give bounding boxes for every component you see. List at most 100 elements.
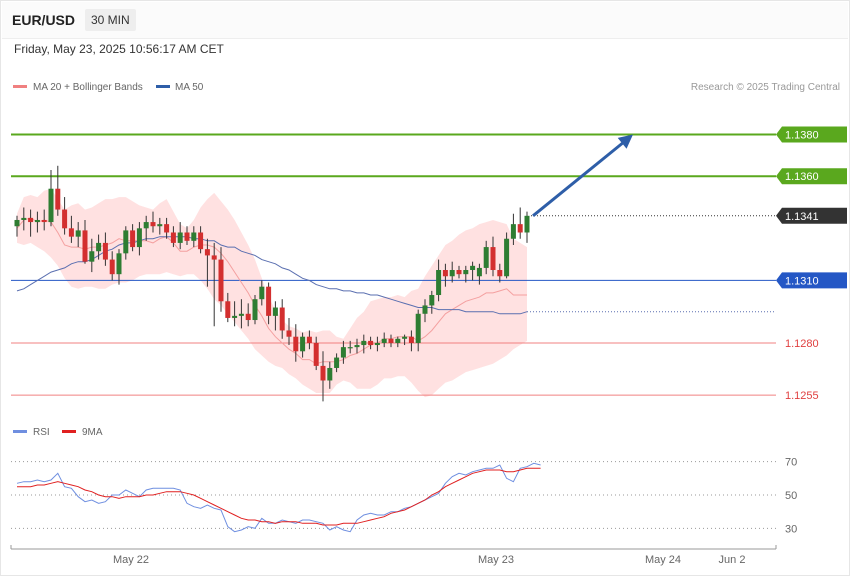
bear-candle bbox=[62, 209, 68, 229]
bull-candle bbox=[232, 315, 238, 318]
rsi-tick-label: 30 bbox=[785, 523, 797, 535]
bear-candle bbox=[408, 336, 414, 343]
x-tick-label: Jun 2 bbox=[719, 554, 746, 566]
ma20-legend-label: MA 20 + Bollinger Bands bbox=[33, 82, 143, 93]
bull-candle bbox=[89, 251, 95, 262]
bear-candle bbox=[306, 336, 312, 343]
x-tick-label: May 24 bbox=[645, 554, 681, 566]
rsi-legend-swatch bbox=[13, 430, 27, 433]
bear-candle bbox=[517, 224, 523, 233]
bear-candle bbox=[211, 255, 217, 260]
bull-candle bbox=[48, 188, 54, 223]
forecast-arrow-head bbox=[617, 134, 633, 149]
ma20-legend-swatch bbox=[13, 85, 27, 88]
current-label: 1.1341 bbox=[785, 211, 819, 223]
research-credit: Research © 2025 Trading Central bbox=[691, 82, 840, 93]
bear-candle bbox=[456, 270, 462, 275]
bear-candle bbox=[388, 338, 394, 343]
timestamp: Friday, May 23, 2025 10:56:17 AM CET bbox=[14, 42, 224, 56]
bear-candle bbox=[55, 188, 61, 210]
bull-candle bbox=[96, 242, 102, 252]
bull-candle bbox=[510, 224, 516, 239]
bear-candle bbox=[28, 217, 34, 223]
bull-candle bbox=[395, 338, 401, 343]
bull-candle bbox=[116, 253, 122, 275]
bull-candle bbox=[504, 238, 510, 277]
bull-candle bbox=[402, 336, 408, 339]
bull-candle bbox=[361, 340, 367, 346]
resistance-label-tag bbox=[776, 168, 847, 185]
bull-candle bbox=[470, 265, 476, 271]
bull-candle bbox=[415, 313, 421, 343]
rsi-ma-legend-swatch bbox=[62, 430, 76, 433]
bear-candle bbox=[490, 247, 496, 271]
bear-candle bbox=[102, 242, 108, 260]
rsi-legend-label: RSI bbox=[33, 427, 50, 438]
bull-candle bbox=[463, 270, 469, 275]
resistance-label: 1.1380 bbox=[785, 130, 819, 142]
x-tick-label: May 22 bbox=[113, 554, 149, 566]
bull-candle bbox=[252, 299, 258, 321]
bear-candle bbox=[164, 224, 170, 233]
bear-candle bbox=[204, 249, 210, 256]
bull-candle bbox=[381, 338, 387, 343]
bear-candle bbox=[170, 232, 176, 243]
rsi-ma-legend-label: 9MA bbox=[82, 427, 103, 438]
bear-candle bbox=[320, 365, 326, 381]
bull-candle bbox=[334, 357, 340, 368]
support-label: 1.1255 bbox=[785, 390, 819, 402]
ma50-legend-swatch bbox=[156, 85, 170, 88]
bear-candle bbox=[279, 307, 285, 331]
bull-candle bbox=[483, 247, 489, 268]
bull-candle bbox=[14, 219, 20, 227]
bull-candle bbox=[429, 295, 435, 306]
bull-candle bbox=[436, 270, 442, 296]
rsi-ma-line bbox=[17, 467, 541, 526]
bear-candle bbox=[497, 270, 503, 277]
resistance-label: 1.1360 bbox=[785, 171, 819, 183]
bear-candle bbox=[109, 259, 115, 275]
resistance-label-tag bbox=[776, 126, 847, 143]
bull-candle bbox=[347, 347, 353, 349]
bear-candle bbox=[266, 286, 272, 316]
bull-candle bbox=[300, 336, 306, 352]
bear-candle bbox=[293, 336, 299, 352]
bull-candle bbox=[449, 270, 455, 277]
bull-candle bbox=[75, 230, 81, 237]
bull-candle bbox=[238, 313, 244, 316]
bear-candle bbox=[286, 330, 292, 337]
timeframe-badge[interactable]: 30 MIN bbox=[85, 9, 136, 31]
bear-candle bbox=[225, 301, 231, 318]
ma20-line bbox=[16, 217, 527, 365]
chart-header: EUR/USD 30 MIN bbox=[2, 2, 848, 39]
bull-candle bbox=[524, 215, 530, 233]
bull-candle bbox=[177, 232, 183, 243]
bear-candle bbox=[150, 222, 156, 227]
bull-candle bbox=[123, 230, 129, 254]
bear-candle bbox=[184, 232, 190, 241]
bull-candle bbox=[272, 307, 278, 316]
bull-candle bbox=[143, 222, 149, 229]
bear-candle bbox=[82, 230, 88, 262]
bear-candle bbox=[218, 259, 224, 302]
bull-candle bbox=[327, 367, 333, 381]
forecast-arrow-line bbox=[532, 138, 628, 217]
ma50-line bbox=[16, 236, 528, 315]
bull-candle bbox=[136, 228, 142, 248]
bull-candle bbox=[354, 345, 360, 348]
bear-candle bbox=[245, 313, 251, 321]
rsi-plot: 30 50 70 bbox=[11, 457, 797, 535]
pivot-label: 1.1310 bbox=[785, 275, 819, 287]
rsi-line bbox=[16, 462, 541, 533]
rsi-tick-label: 50 bbox=[785, 490, 797, 502]
x-axis: May 22 May 23 May 24 Jun 2 bbox=[10, 545, 777, 566]
bull-candle bbox=[34, 219, 40, 223]
bear-candle bbox=[442, 270, 448, 277]
bear-candle bbox=[41, 219, 47, 223]
bear-candle bbox=[198, 232, 204, 250]
bull-candle bbox=[259, 286, 265, 300]
symbol-title: EUR/USD bbox=[12, 12, 76, 28]
bull-candle bbox=[422, 305, 428, 314]
